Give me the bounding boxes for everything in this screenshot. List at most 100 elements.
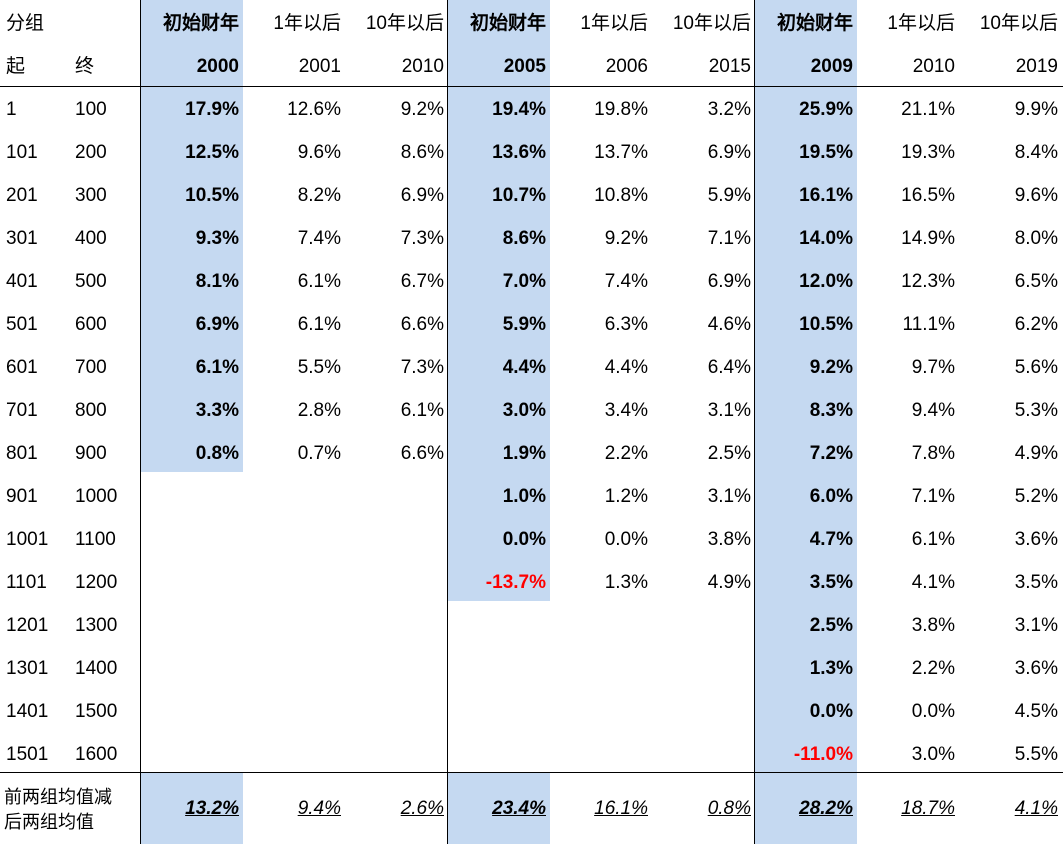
table-cell: 7.3% <box>400 228 444 249</box>
table-cell: 3.1% <box>707 486 751 507</box>
table-cell: 1.3% <box>809 658 853 679</box>
footer-label-line2: 后两组均值 <box>4 812 94 832</box>
table-cell: 6.2% <box>1014 314 1058 335</box>
table-cell: 3.5% <box>1014 572 1058 593</box>
row-end: 1400 <box>75 658 118 679</box>
table-cell: 6.0% <box>809 486 853 507</box>
table-cell: 3.1% <box>707 400 751 421</box>
table-cell: 8.3% <box>809 400 853 421</box>
header-start-label: 起 <box>6 56 26 77</box>
table-cell: 4.6% <box>707 314 751 335</box>
table-cell: 7.4% <box>297 228 341 249</box>
table-cell: 2.5% <box>707 443 751 464</box>
divider-v2 <box>447 0 448 844</box>
table-cell: 5.2% <box>1014 486 1058 507</box>
table-cell: 9.2% <box>604 228 648 249</box>
table-cell: 7.3% <box>400 357 444 378</box>
header-end-label: 终 <box>75 56 95 77</box>
table-cell: 12.6% <box>287 99 341 120</box>
table-cell: 5.5% <box>1014 744 1058 765</box>
table-cell: 10.5% <box>185 185 239 206</box>
footer-label-line1: 前两组均值减 <box>4 787 112 807</box>
row-end: 600 <box>75 314 107 335</box>
footer-cell: 9.4% <box>297 798 341 819</box>
table-cell: 9.4% <box>911 400 955 421</box>
header-group-label: 分组 <box>6 13 45 34</box>
table-cell: 7.4% <box>604 271 648 292</box>
table-cell: 8.6% <box>400 142 444 163</box>
table-cell: 2.8% <box>297 400 341 421</box>
header-initial-year-label: 初始财年 <box>776 13 853 34</box>
table-cell: 8.6% <box>502 228 546 249</box>
table-cell: 6.9% <box>400 185 444 206</box>
table-cell: 19.8% <box>594 99 648 120</box>
header-after10-label: 10年以后 <box>365 13 444 34</box>
table-cell: 0.0% <box>502 529 546 550</box>
row-start: 801 <box>6 443 38 464</box>
table-cell: 6.9% <box>707 271 751 292</box>
highlight-col-2000 <box>141 0 243 472</box>
table-cell: 12.0% <box>799 271 853 292</box>
divider-v1 <box>140 0 141 844</box>
header-after10-year: 2015 <box>708 56 751 77</box>
row-start: 1301 <box>6 658 49 679</box>
table-cell: 6.1% <box>297 271 341 292</box>
table-cell: 3.4% <box>604 400 648 421</box>
table-cell: 1.3% <box>604 572 648 593</box>
row-end: 900 <box>75 443 107 464</box>
table-cell: 13.7% <box>594 142 648 163</box>
highlight-col-2005 <box>448 0 550 601</box>
header-initial-year: 2009 <box>810 56 853 77</box>
table-cell: 6.5% <box>1014 271 1058 292</box>
table-cell: 3.5% <box>809 572 853 593</box>
row-start: 901 <box>6 486 38 507</box>
table-cell: 0.0% <box>911 701 955 722</box>
row-start: 1101 <box>6 572 47 593</box>
header-after10-label: 10年以后 <box>672 13 751 34</box>
table-cell: 14.0% <box>799 228 853 249</box>
table-cell: 4.9% <box>1014 443 1058 464</box>
table-cell: 3.6% <box>1014 658 1058 679</box>
header-after1-year: 2001 <box>298 56 341 77</box>
table-cell: 10.7% <box>492 185 546 206</box>
table-cell: 0.0% <box>809 701 853 722</box>
header-initial-year: 2000 <box>196 56 239 77</box>
divider-v3 <box>754 0 755 844</box>
table-cell: 8.1% <box>195 271 239 292</box>
header-after1-year: 2010 <box>912 56 955 77</box>
table-cell: 9.7% <box>911 357 955 378</box>
table-cell: 6.1% <box>195 357 239 378</box>
row-start: 101 <box>6 142 38 163</box>
table-cell: 5.6% <box>1014 357 1058 378</box>
table-cell: 4.5% <box>1014 701 1058 722</box>
table-cell: 9.6% <box>1014 185 1058 206</box>
table-cell: 12.3% <box>901 271 955 292</box>
table-cell: 21.1% <box>901 99 955 120</box>
footer-cell: 4.1% <box>1014 798 1058 819</box>
row-start: 1201 <box>6 615 49 636</box>
row-end: 1200 <box>75 572 118 593</box>
row-end: 1100 <box>75 529 116 550</box>
table-cell: 1.9% <box>502 443 546 464</box>
table-cell: 2.2% <box>604 443 648 464</box>
row-end: 400 <box>75 228 107 249</box>
table-cell: 6.6% <box>400 314 444 335</box>
table-cell: 3.3% <box>195 400 239 421</box>
table-cell: 13.6% <box>492 142 546 163</box>
header-after1-label: 1年以后 <box>887 13 955 34</box>
header-after1-year: 2006 <box>605 56 648 77</box>
row-end: 100 <box>75 99 107 120</box>
header-initial-year: 2005 <box>503 56 546 77</box>
table-cell: 1.0% <box>502 486 546 507</box>
table-cell: 5.9% <box>502 314 546 335</box>
row-start: 501 <box>6 314 38 335</box>
highlight-foot-2005 <box>448 773 550 844</box>
table-cell: 16.5% <box>901 185 955 206</box>
footer-cell: 2.6% <box>400 798 444 819</box>
table-cell: 2.5% <box>809 615 853 636</box>
highlight-col-2009 <box>755 0 857 773</box>
table-cell: 7.1% <box>707 228 751 249</box>
row-start: 1401 <box>6 701 49 722</box>
footer-cell: 0.8% <box>707 798 751 819</box>
table-cell: 4.4% <box>604 357 648 378</box>
